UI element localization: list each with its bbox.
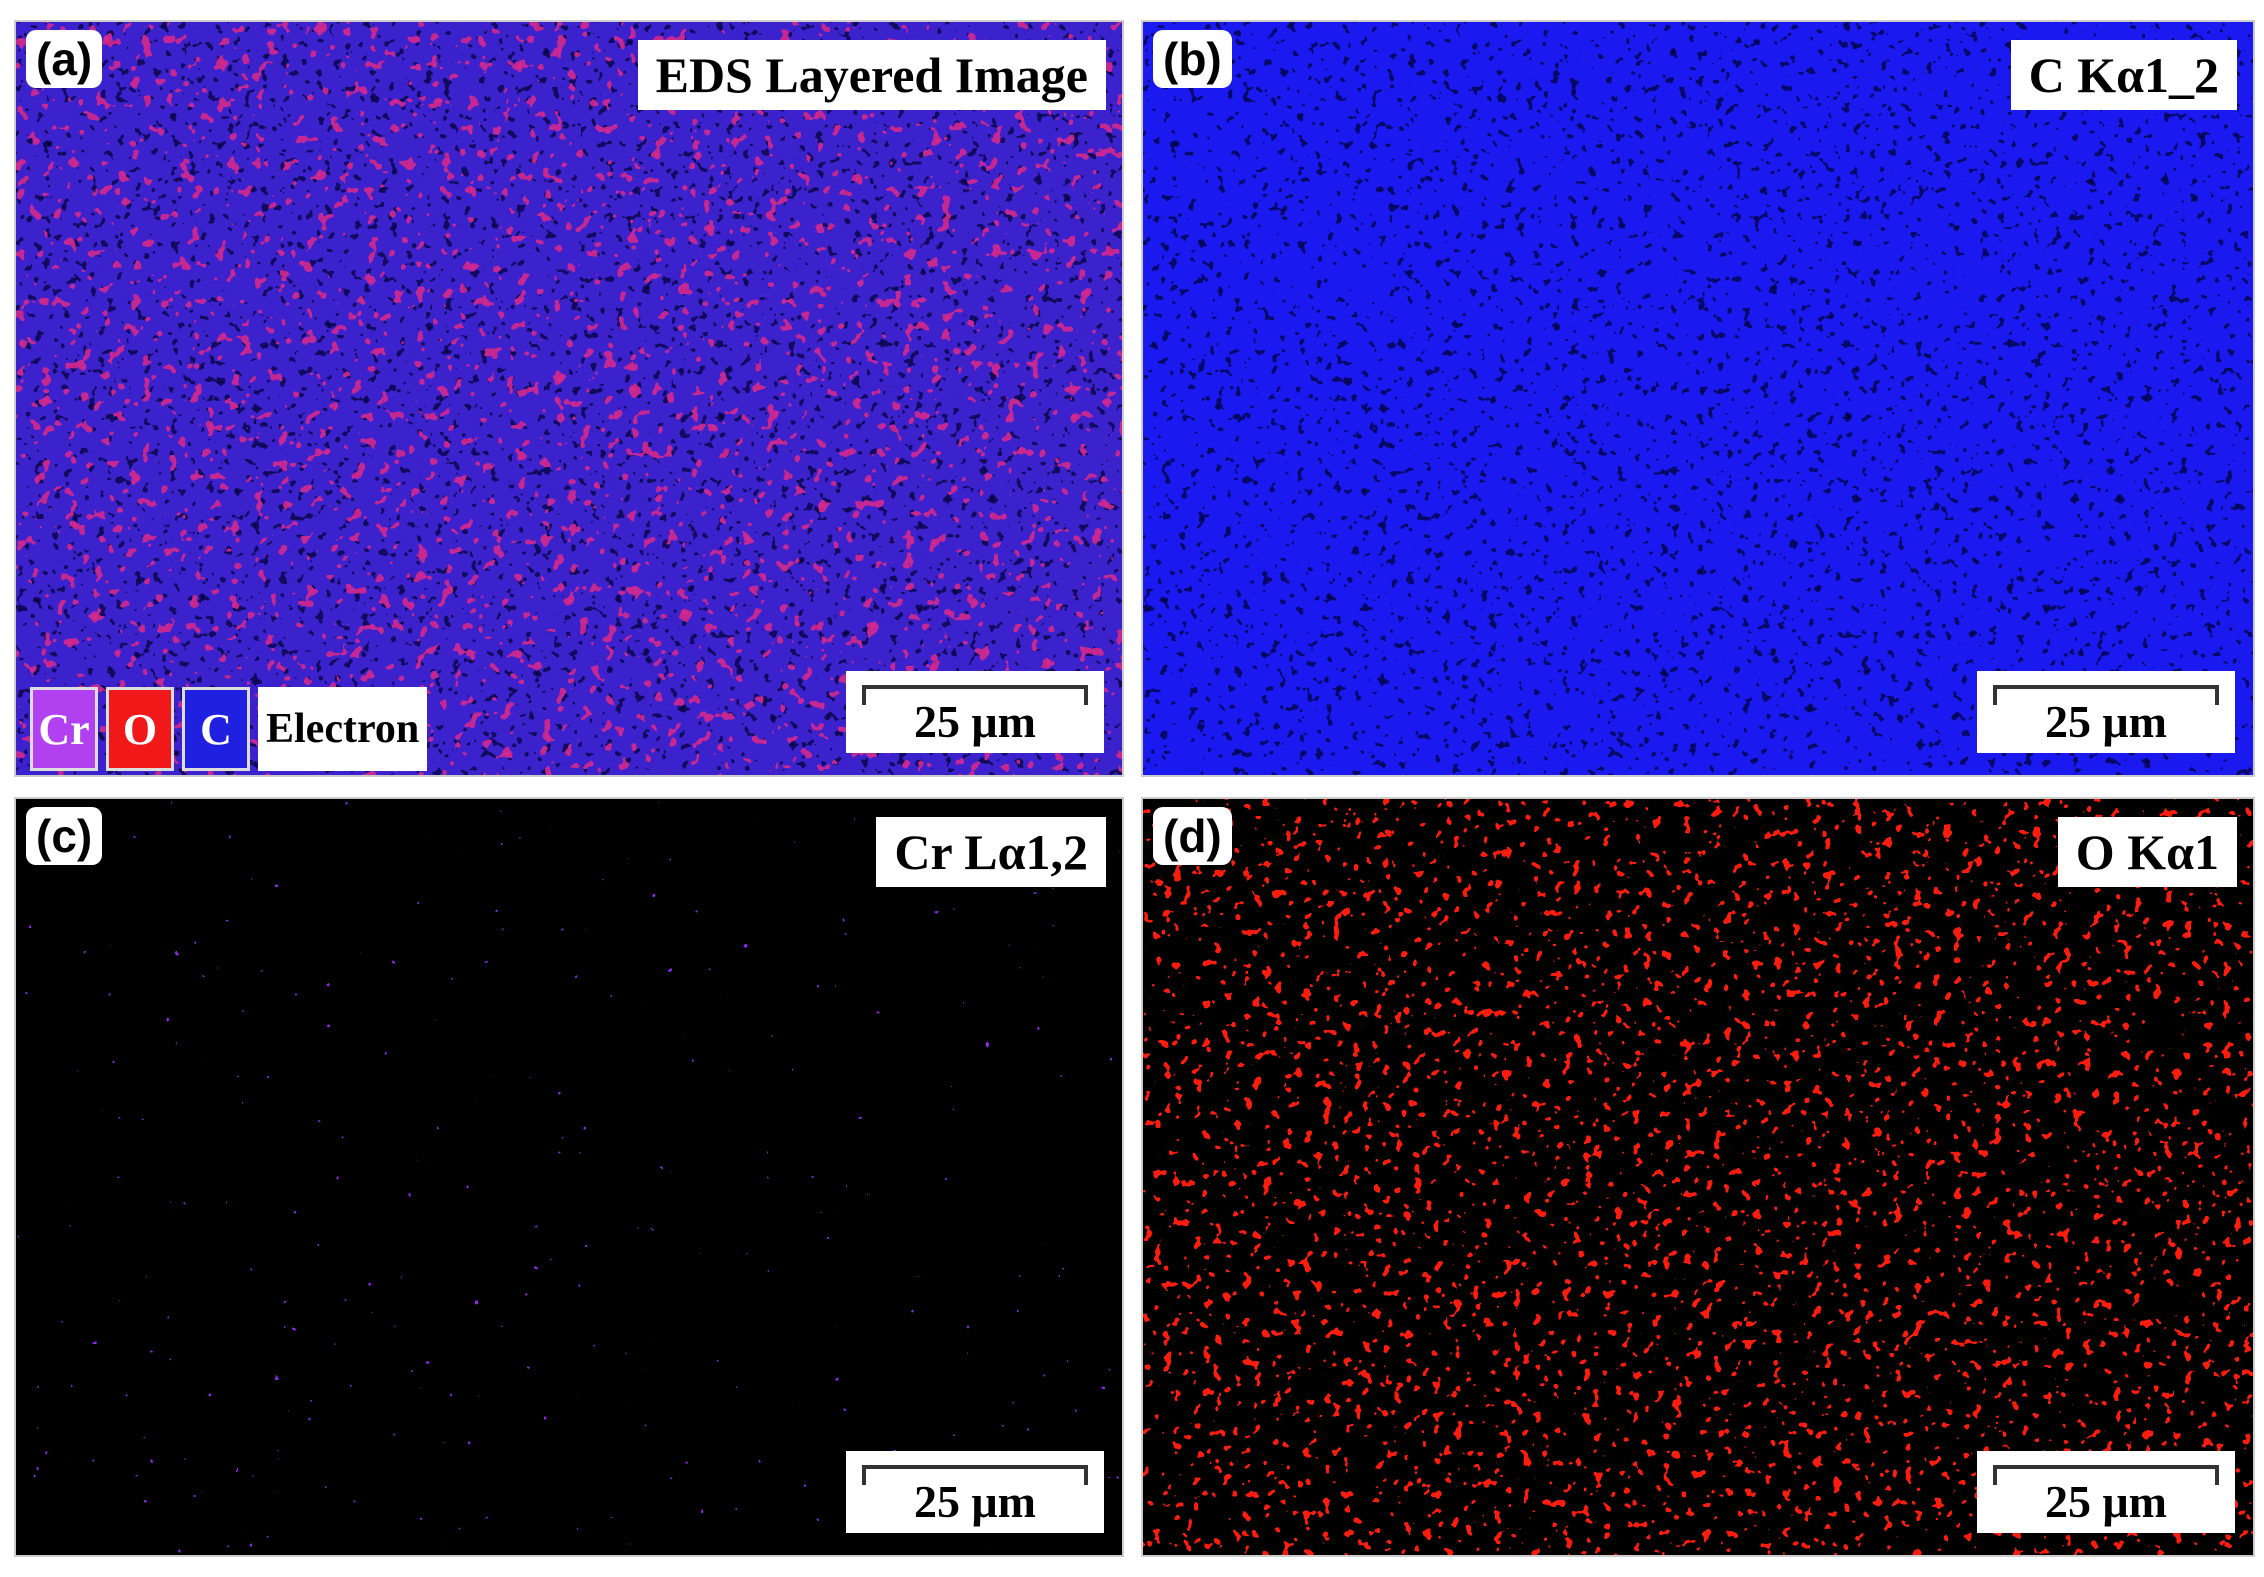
panel-c: (c) Cr Lα1,2 25 μm xyxy=(14,797,1124,1557)
panel-label: (a) xyxy=(26,30,103,88)
panel-title: Cr Lα1,2 xyxy=(876,817,1106,887)
scale-bar: 25 μm xyxy=(1977,1451,2235,1533)
scale-label: 25 μm xyxy=(2045,1476,2167,1527)
eds-map xyxy=(1143,799,2253,1555)
panel-label: (c) xyxy=(26,807,103,865)
panel-d: (d) O Kα1 25 μm xyxy=(1141,797,2255,1557)
legend-item: Cr xyxy=(30,687,98,771)
panel-label: (d) xyxy=(1153,807,1232,865)
eds-map xyxy=(16,22,1122,775)
eds-map xyxy=(16,799,1122,1555)
legend-item: C xyxy=(182,687,250,771)
panel-title: O Kα1 xyxy=(2057,817,2237,887)
scale-bar: 25 μm xyxy=(846,671,1104,753)
legend-item: Electron xyxy=(258,687,428,771)
scale-bar: 25 μm xyxy=(846,1451,1104,1533)
scale-label: 25 μm xyxy=(914,696,1036,747)
eds-map xyxy=(1143,22,2253,775)
panel-label: (b) xyxy=(1153,30,1232,88)
panel-a: (a) EDS Layered Image Cr O C Electron 25… xyxy=(14,20,1124,777)
scale-bar: 25 μm xyxy=(1977,671,2235,753)
panel-title: C Kα1_2 xyxy=(2010,40,2237,110)
panel-b: (b) C Kα1_2 25 μm xyxy=(1141,20,2255,777)
legend-item: O xyxy=(106,687,174,771)
panel-title: EDS Layered Image xyxy=(637,40,1106,110)
scale-label: 25 μm xyxy=(2045,696,2167,747)
legend: Cr O C Electron xyxy=(30,687,428,771)
scale-label: 25 μm xyxy=(914,1476,1036,1527)
